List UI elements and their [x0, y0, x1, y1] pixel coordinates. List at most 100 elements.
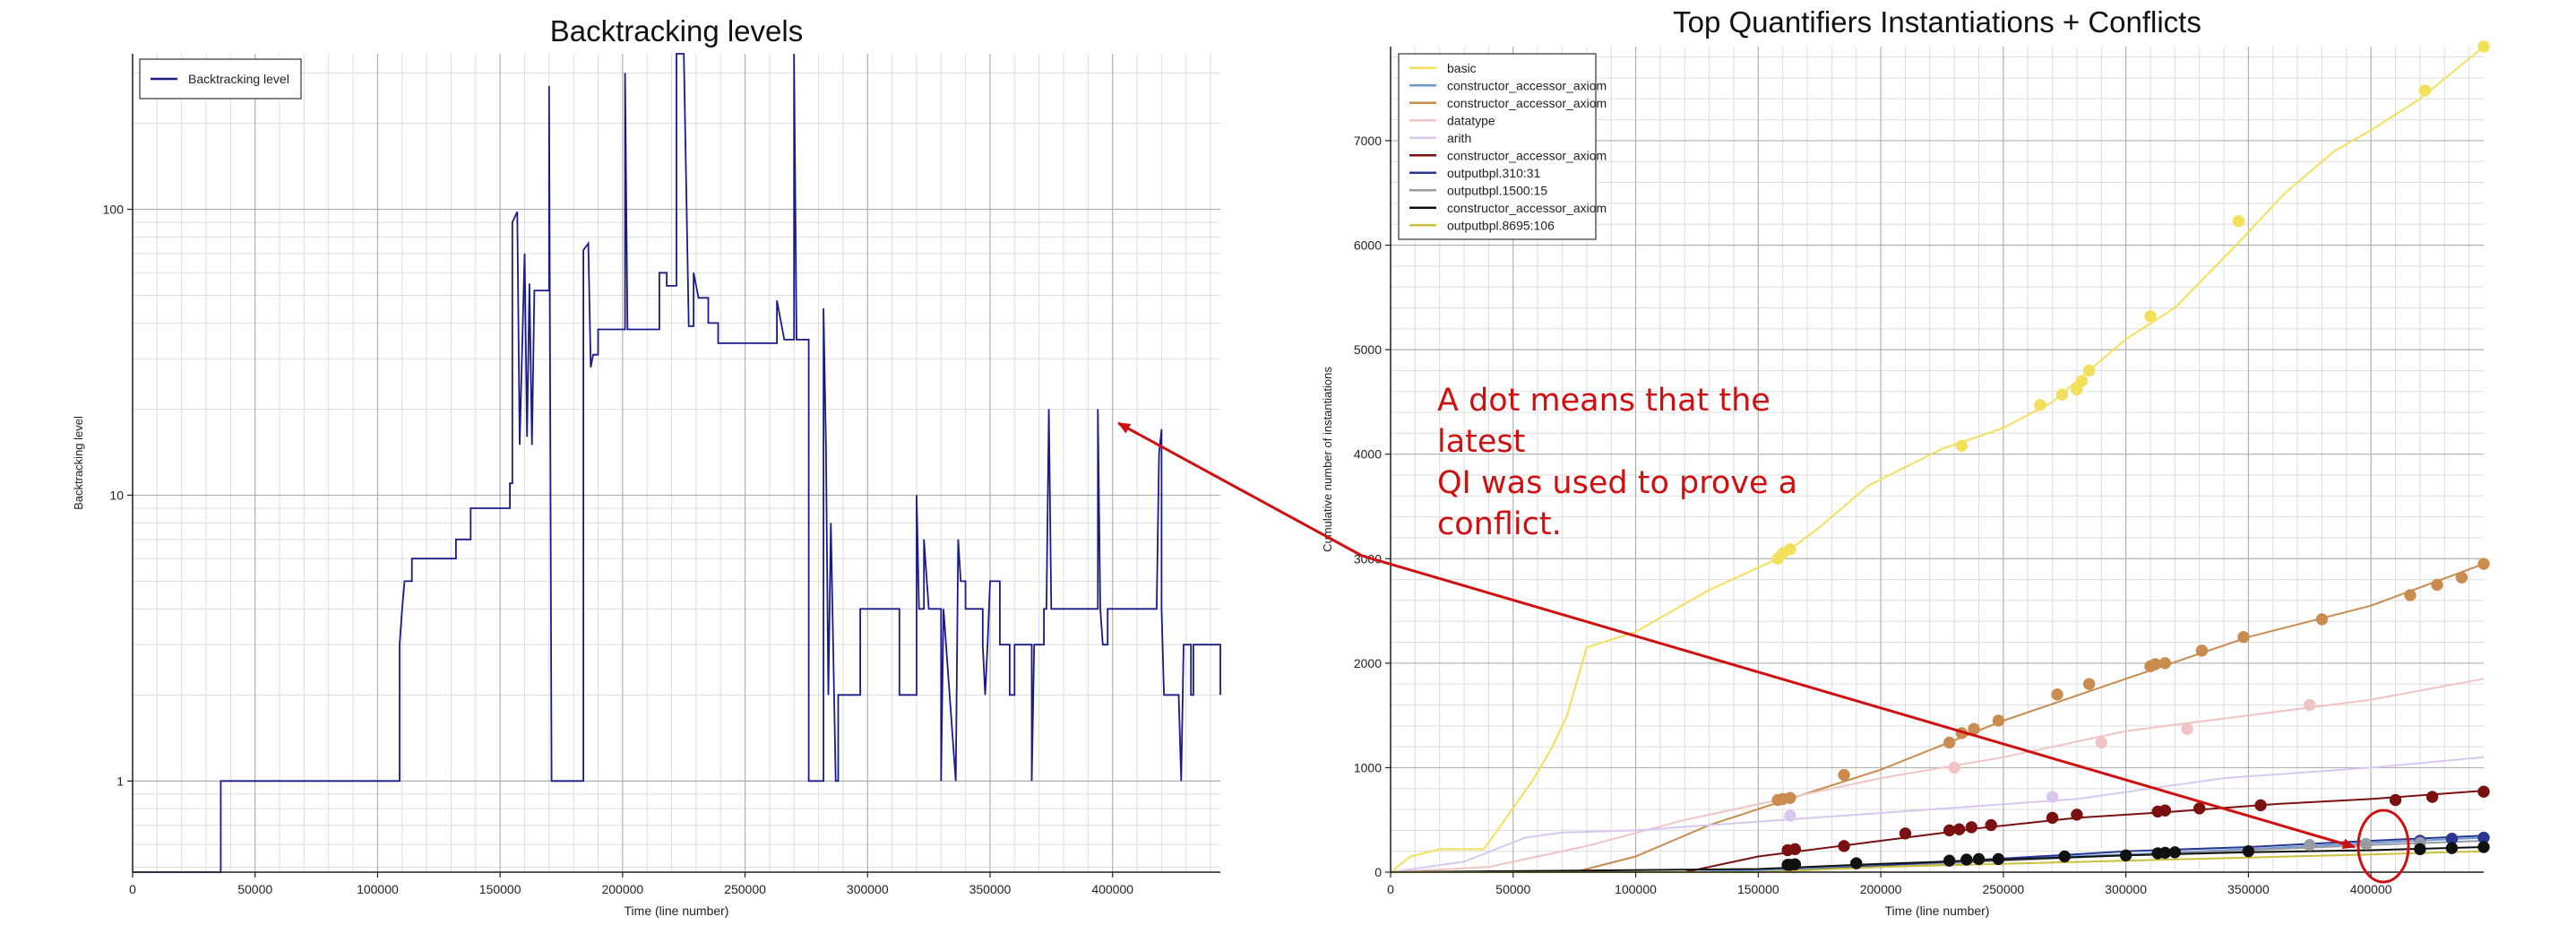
conflict-dot: [2315, 613, 2329, 626]
x-tick-label: 250000: [1982, 882, 2024, 896]
conflict-dot: [1965, 821, 1978, 834]
y-axis-label: Backtracking level: [72, 416, 85, 510]
conflict-dot: [2082, 364, 2096, 377]
x-tick-label: 250000: [724, 882, 766, 896]
conflict-dot: [1952, 823, 1966, 835]
legend-entry: outputbpl.1500:15: [1447, 183, 1547, 197]
conflict-dot: [1899, 827, 1912, 840]
conflict-dot: [2075, 375, 2089, 387]
conflict-dot: [2431, 578, 2443, 592]
x-tick-label: 150000: [1737, 882, 1779, 896]
y-tick-label: 7000: [1354, 134, 1382, 148]
conflict-dot: [2455, 571, 2468, 584]
x-axis-label: Time (line number): [625, 904, 729, 918]
conflict-dot: [2034, 399, 2046, 411]
conflict-dot: [2119, 849, 2132, 862]
conflict-dot: [1784, 791, 1796, 804]
legend-entry: constructor_accessor_axiom: [1447, 96, 1607, 110]
x-tick-label: 50000: [1495, 882, 1530, 896]
conflict-dot: [2304, 698, 2316, 712]
conflict-dot: [1784, 543, 1796, 556]
annotation-text: A dot means that the latest QI was used …: [1437, 380, 1849, 545]
conflict-dot: [2195, 644, 2209, 657]
x-axis-label: Time (line number): [1885, 904, 1990, 918]
conflict-dot: [2232, 214, 2245, 228]
x-tick-label: 400000: [1091, 882, 1133, 896]
x-tick-label: 350000: [969, 882, 1012, 896]
chart-title: Backtracking levels: [550, 14, 803, 48]
legend-entry: constructor_accessor_axiom: [1447, 148, 1607, 162]
conflict-dot: [2082, 678, 2096, 690]
x-tick-label: 300000: [2105, 882, 2147, 896]
y-tick-label: 1: [116, 774, 124, 788]
conflict-dot: [1838, 840, 1850, 852]
annotation-line-3: conflict.: [1437, 506, 1562, 542]
conflict-dot: [2168, 846, 2182, 859]
legend-entry: constructor_accessor_axiom: [1447, 78, 1607, 92]
conflict-dot: [1972, 852, 1986, 866]
conflict-dot: [2051, 688, 2063, 701]
conflict-dot: [2046, 791, 2059, 803]
legend-entry: Backtracking level: [188, 72, 289, 86]
conflict-dot: [2477, 841, 2490, 853]
y-tick-label: 5000: [1354, 342, 1382, 357]
legend-entry: outputbpl.8695:106: [1447, 218, 1555, 232]
conflict-dot: [1992, 852, 2005, 866]
conflict-dot: [2071, 809, 2083, 821]
conflict-dot: [1788, 858, 1802, 871]
conflict-dot: [1849, 857, 1863, 869]
legend-entry: arith: [1447, 131, 1471, 145]
conflict-dot: [2414, 843, 2426, 856]
conflict-dot: [2418, 84, 2432, 97]
conflict-dot: [2425, 791, 2439, 803]
conflict-dot: [2477, 785, 2490, 798]
conflict-dot: [2144, 310, 2157, 323]
y-axis-label: Cumulative number of instantiations: [1321, 367, 1334, 552]
x-tick-label: 200000: [1860, 882, 1902, 896]
conflict-dot: [1948, 761, 1960, 774]
annotation-line-1: A dot means that the latest: [1437, 383, 1770, 460]
conflict-dot: [2095, 736, 2108, 749]
y-tick-label: 2000: [1354, 656, 1382, 670]
conflict-dot: [1838, 768, 1850, 782]
x-tick-label: 50000: [237, 882, 272, 896]
x-tick-label: 350000: [2227, 882, 2270, 896]
conflict-dot: [1784, 809, 1796, 822]
x-tick-label: 0: [1387, 882, 1394, 896]
conflict-dot: [2237, 630, 2250, 644]
y-tick-label: 4000: [1354, 447, 1382, 462]
conflict-dot: [2181, 722, 2193, 736]
conflict-dot: [2359, 837, 2373, 851]
conflict-dot: [2254, 799, 2267, 812]
y-tick-label: 0: [1374, 865, 1382, 879]
conflict-dot: [1955, 439, 1969, 453]
x-tick-label: 100000: [357, 882, 399, 896]
conflict-dot: [2445, 842, 2459, 854]
conflict-dot: [1788, 843, 1802, 856]
annotation-line-2: QI was used to prove a: [1437, 465, 1798, 501]
y-tick-label: 100: [103, 203, 125, 217]
y-tick-label: 6000: [1354, 238, 1382, 253]
x-tick-label: 100000: [1615, 882, 1657, 896]
y-tick-label: 10: [109, 488, 124, 502]
chart-title: Top Quantifiers Instantiations + Conflic…: [1673, 5, 2201, 39]
conflict-dot: [2058, 850, 2071, 863]
conflict-dot: [2477, 558, 2490, 570]
conflict-dot: [1943, 736, 1956, 749]
conflict-dot: [1960, 853, 1973, 866]
backtracking-levels-chart: 0 50000 100000 150000 200000 250000 300000 3500…: [72, 14, 1221, 918]
legend: basic constructor_accessor_axiom construct…: [1398, 53, 1607, 240]
x-tick-label: 200000: [601, 882, 643, 896]
conflict-dot: [2242, 844, 2255, 858]
conflict-dot: [1943, 854, 1956, 867]
x-tick-label: 300000: [847, 882, 889, 896]
legend-entry: outputbpl.310:31: [1447, 166, 1541, 180]
legend: Backtracking level: [139, 58, 302, 99]
conflict-dot: [2158, 657, 2172, 670]
legend-entry: datatype: [1447, 113, 1495, 127]
conflict-dot: [2404, 589, 2417, 601]
minor-grid: [133, 54, 1220, 872]
x-tick-label: 0: [129, 882, 136, 896]
x-tick-label: 400000: [2350, 882, 2392, 896]
